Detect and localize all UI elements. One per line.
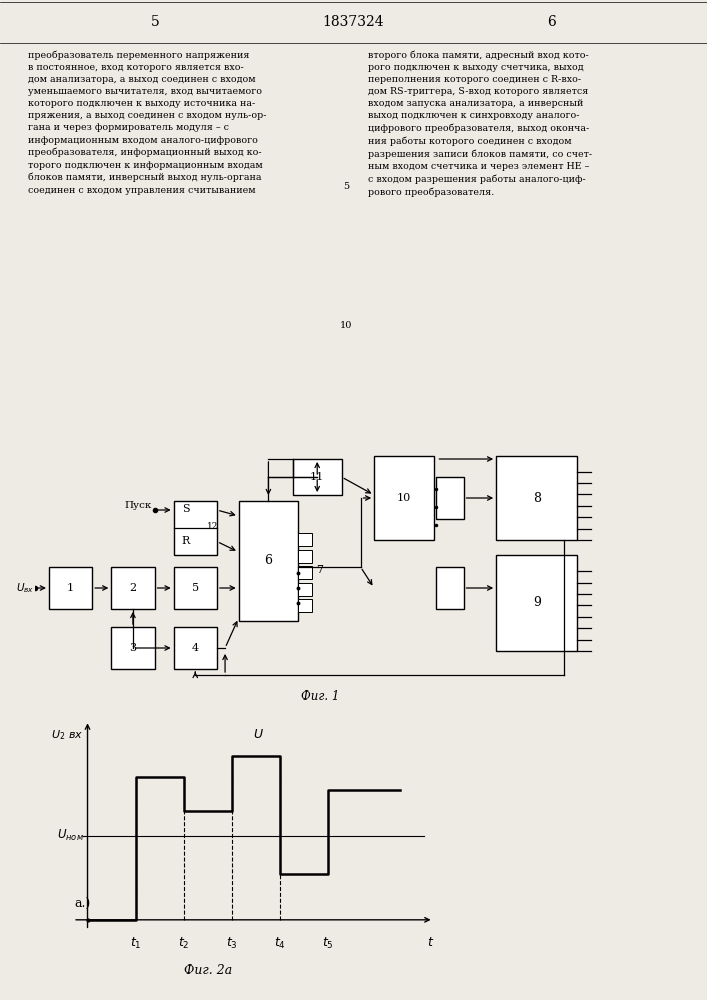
Text: $U_{ном}$: $U_{ном}$ bbox=[57, 828, 83, 843]
Bar bbox=[173, 501, 217, 555]
Text: 5: 5 bbox=[151, 15, 160, 29]
Text: 2: 2 bbox=[129, 583, 136, 593]
Text: $U_2\ вх$: $U_2\ вх$ bbox=[52, 728, 83, 742]
Text: $t_1$: $t_1$ bbox=[130, 936, 141, 951]
Text: 1837324: 1837324 bbox=[322, 15, 385, 29]
Bar bbox=[374, 456, 433, 540]
Bar bbox=[293, 459, 341, 495]
Bar bbox=[173, 627, 217, 669]
Text: Фиг. 2а: Фиг. 2а bbox=[184, 964, 232, 976]
Text: а.): а.) bbox=[74, 898, 90, 911]
Text: 6: 6 bbox=[547, 15, 556, 29]
Text: S: S bbox=[182, 504, 189, 514]
Text: преобразователь переменного напряжения
в постоянное, вход которого является вхо-: преобразователь переменного напряжения в… bbox=[28, 50, 267, 195]
Bar bbox=[298, 583, 312, 595]
Text: $U_{вх}$: $U_{вх}$ bbox=[16, 581, 34, 595]
Text: 12: 12 bbox=[207, 522, 218, 531]
Bar bbox=[436, 477, 464, 519]
Bar bbox=[173, 567, 217, 609]
Text: 11: 11 bbox=[310, 472, 325, 482]
Text: 4: 4 bbox=[192, 643, 199, 653]
Bar bbox=[111, 567, 155, 609]
Text: 7: 7 bbox=[317, 565, 323, 575]
Bar bbox=[496, 456, 578, 540]
Text: 5: 5 bbox=[192, 583, 199, 593]
Bar bbox=[238, 501, 298, 621]
Bar bbox=[298, 599, 312, 612]
Bar bbox=[49, 567, 92, 609]
Text: второго блока памяти, адресный вход кото-
рого подключен к выходу счетчика, выхо: второго блока памяти, адресный вход кото… bbox=[368, 50, 592, 197]
Bar bbox=[436, 567, 464, 609]
Bar bbox=[298, 550, 312, 562]
Text: $t_3$: $t_3$ bbox=[226, 936, 238, 951]
Text: 9: 9 bbox=[533, 596, 541, 609]
Text: 1: 1 bbox=[67, 583, 74, 593]
Text: Фиг. 1: Фиг. 1 bbox=[300, 690, 339, 702]
Bar bbox=[298, 533, 312, 546]
Bar bbox=[111, 627, 155, 669]
Text: 5: 5 bbox=[344, 182, 349, 191]
Text: 8: 8 bbox=[533, 491, 541, 504]
Text: $t_2$: $t_2$ bbox=[178, 936, 189, 951]
Text: R: R bbox=[182, 536, 190, 546]
Text: Пуск: Пуск bbox=[124, 501, 152, 510]
Text: $t_5$: $t_5$ bbox=[322, 936, 334, 951]
Text: $t_4$: $t_4$ bbox=[274, 936, 286, 951]
Text: 6: 6 bbox=[264, 554, 272, 568]
Text: 3: 3 bbox=[129, 643, 136, 653]
Text: 10: 10 bbox=[397, 493, 411, 503]
Text: $U$: $U$ bbox=[252, 728, 264, 741]
Text: $t$: $t$ bbox=[428, 936, 435, 949]
Text: 10: 10 bbox=[340, 321, 353, 330]
Bar bbox=[298, 566, 312, 579]
Bar bbox=[496, 555, 578, 651]
